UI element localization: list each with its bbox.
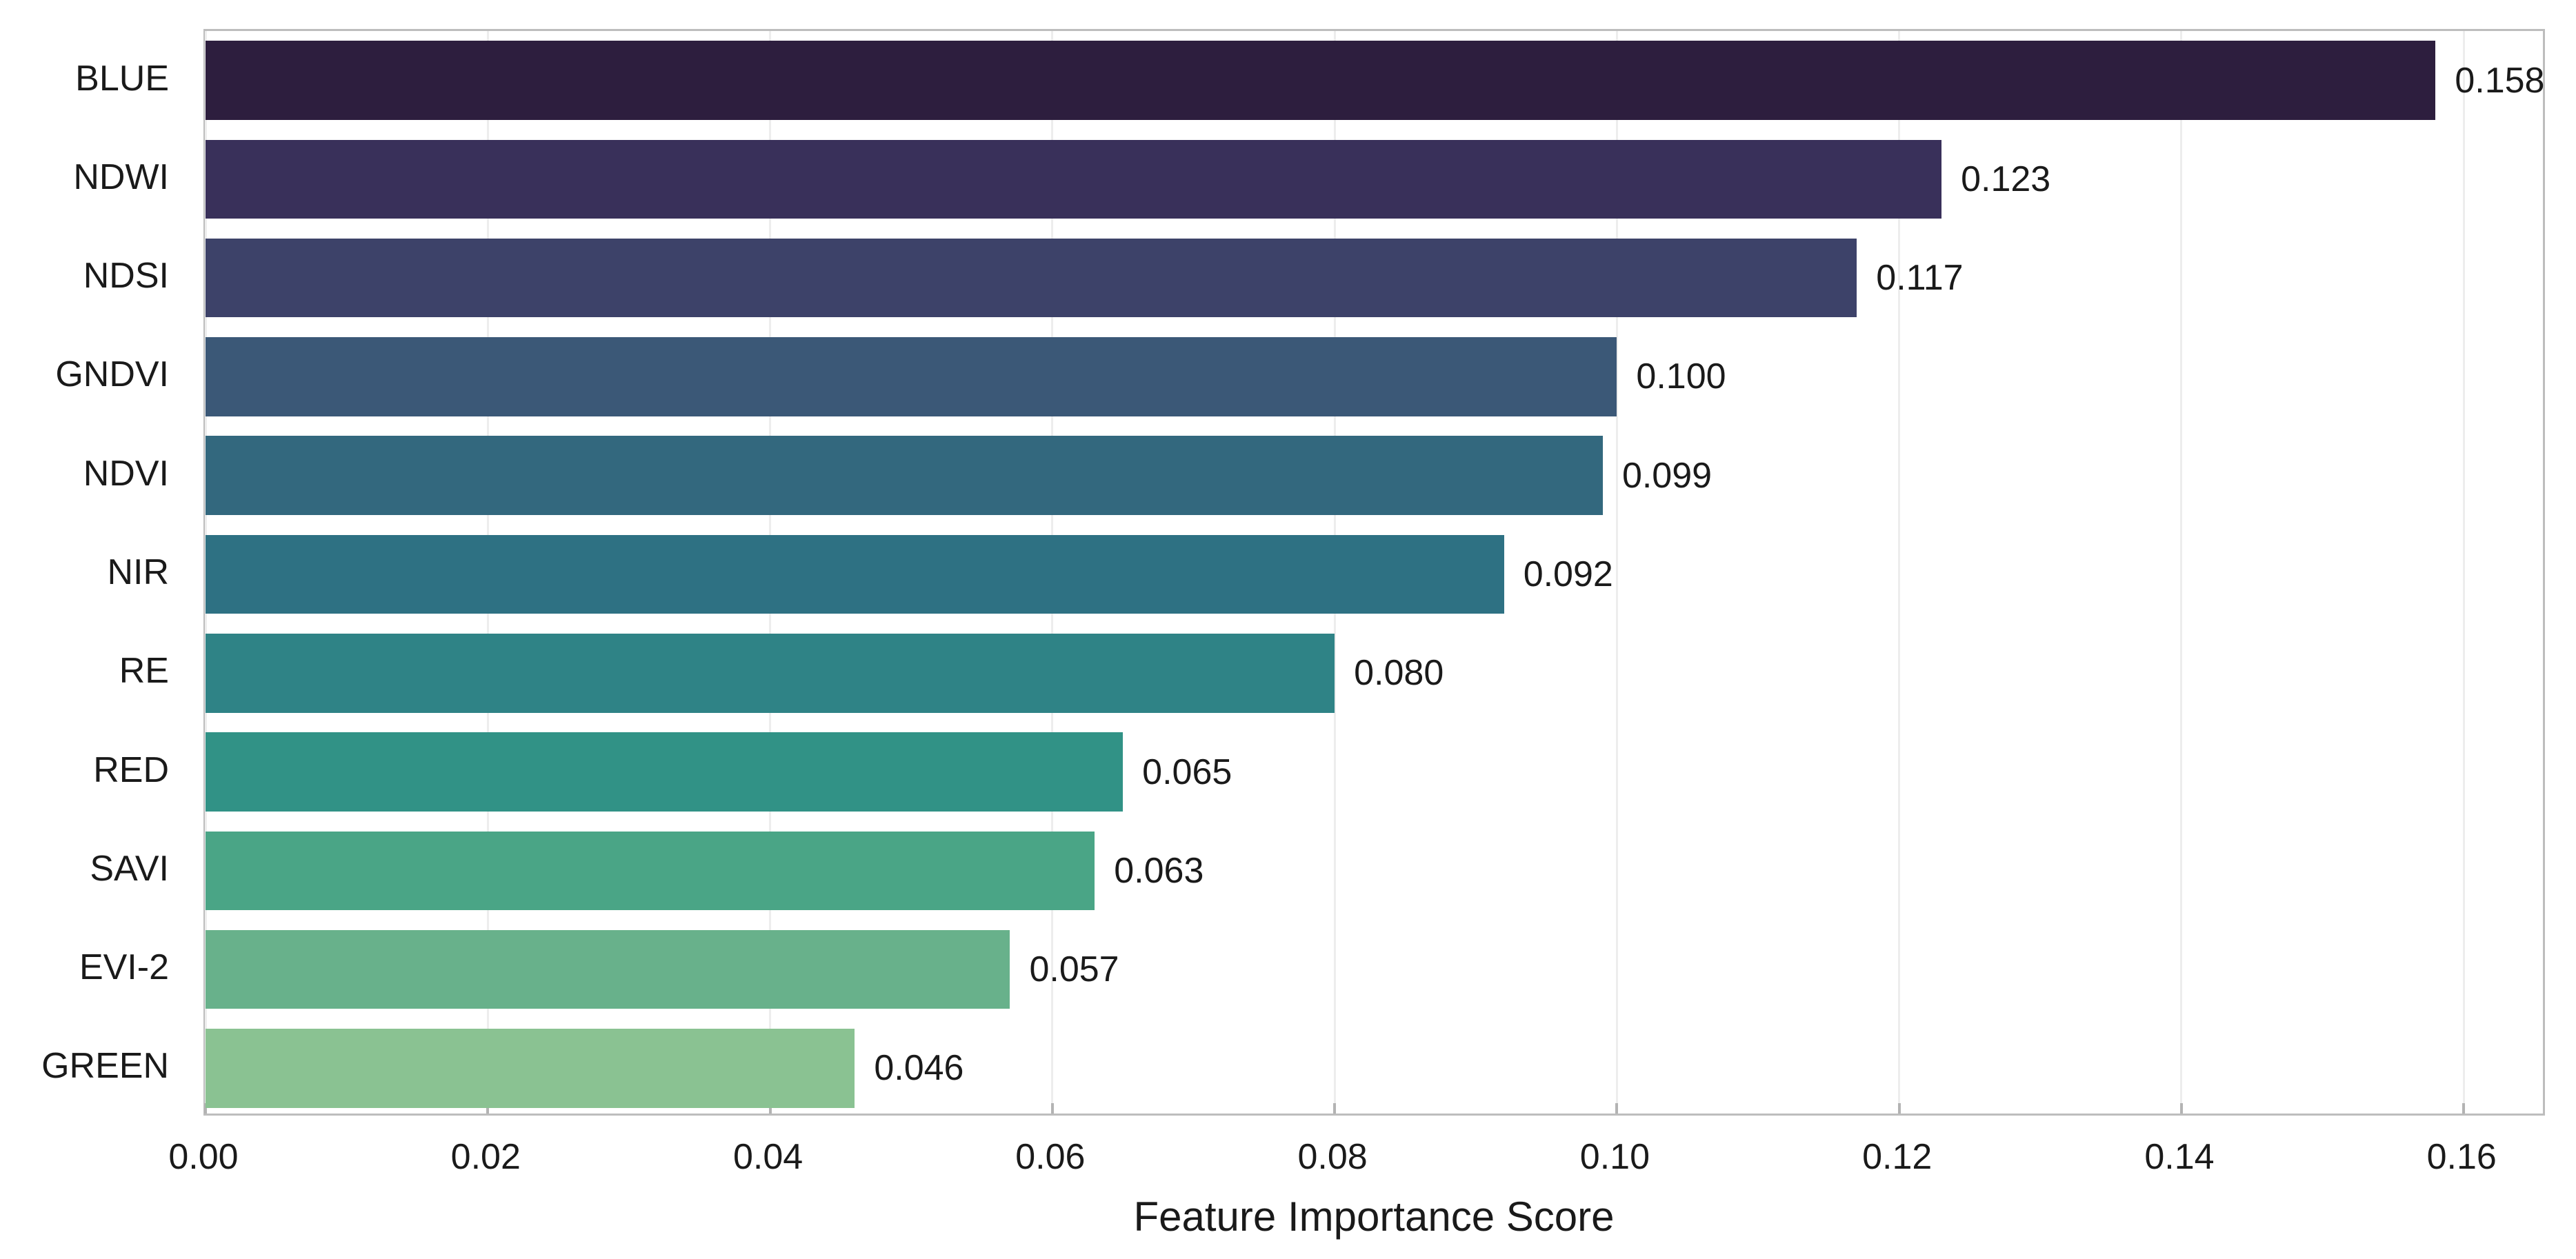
- x-tick-mark-0.14: [2179, 1103, 2183, 1114]
- x-axis-title: Feature Importance Score: [1133, 1193, 1615, 1240]
- y-tick-label-re: RE: [119, 651, 169, 692]
- bar-value-label-gndvi: 0.100: [1636, 356, 1726, 397]
- bar-ndvi: [206, 436, 1603, 516]
- x-tick-mark-0.00: [204, 1103, 207, 1114]
- bar-green: [206, 1029, 855, 1108]
- bar-value-label-ndwi: 0.123: [1961, 159, 2051, 199]
- bar-value-label-red: 0.065: [1142, 752, 1232, 792]
- x-tick-label-0.16: 0.16: [2426, 1137, 2497, 1177]
- bar-value-label-evi-2: 0.057: [1029, 949, 1119, 990]
- x-gridline-0.16: [2462, 31, 2465, 1114]
- y-tick-label-ndwi: NDWI: [73, 157, 169, 197]
- x-tick-mark-0.06: [1050, 1103, 1054, 1114]
- x-tick-label-0.10: 0.10: [1579, 1137, 1650, 1177]
- bar-value-label-blue: 0.158: [2455, 60, 2545, 101]
- x-tick-mark-0.04: [768, 1103, 772, 1114]
- x-tick-label-0.04: 0.04: [732, 1137, 803, 1177]
- y-tick-label-green: GREEN: [41, 1046, 169, 1087]
- y-tick-label-ndsi: NDSI: [83, 256, 169, 296]
- y-tick-label-savi: SAVI: [90, 848, 169, 889]
- x-tick-label-0.08: 0.08: [1297, 1137, 1368, 1177]
- x-tick-mark-0.02: [486, 1103, 490, 1114]
- x-tick-label-0.06: 0.06: [1015, 1137, 1086, 1177]
- bar-value-label-ndsi: 0.117: [1876, 258, 1964, 299]
- x-tick-label-0.00: 0.00: [168, 1137, 239, 1177]
- bar-ndwi: [206, 139, 1942, 219]
- x-gridline-0.10: [1615, 31, 1618, 1114]
- y-tick-label-gndvi: GNDVI: [55, 354, 169, 395]
- y-tick-label-nir: NIR: [107, 552, 169, 592]
- x-gridline-0.14: [2180, 31, 2183, 1114]
- x-tick-label-0.02: 0.02: [450, 1137, 521, 1177]
- x-tick-mark-0.12: [1897, 1103, 1901, 1114]
- bar-blue: [206, 41, 2436, 120]
- bar-value-label-re: 0.080: [1354, 653, 1444, 694]
- x-tick-label-0.14: 0.14: [2144, 1137, 2215, 1177]
- bar-value-label-savi: 0.063: [1114, 850, 1204, 891]
- bar-value-label-ndvi: 0.099: [1621, 455, 1713, 496]
- x-tick-mark-0.16: [2462, 1103, 2466, 1114]
- bar-savi: [206, 831, 1095, 911]
- bar-evi-2: [206, 929, 1010, 1009]
- bar-red: [206, 732, 1124, 812]
- plot-area: 0.158 0.123 0.117 0.100 0.099 0.092 0.080 0.065…: [203, 29, 2545, 1116]
- x-tick-label-0.12: 0.12: [1862, 1137, 1933, 1177]
- y-tick-label-evi-2: EVI-2: [79, 947, 169, 988]
- x-tick-mark-0.08: [1333, 1103, 1337, 1114]
- x-tick-mark-0.10: [1615, 1103, 1619, 1114]
- y-tick-label-red: RED: [93, 749, 169, 790]
- bar-value-label-nir: 0.092: [1523, 554, 1613, 594]
- bar-ndsi: [206, 238, 1857, 318]
- bar-gndvi: [206, 337, 1617, 416]
- bar-nir: [206, 534, 1504, 614]
- bar-value-label-green: 0.046: [874, 1048, 964, 1089]
- y-tick-label-blue: BLUE: [75, 58, 169, 99]
- x-gridline-0.12: [1898, 31, 1901, 1114]
- y-tick-label-ndvi: NDVI: [83, 453, 169, 494]
- bar-re: [206, 633, 1335, 713]
